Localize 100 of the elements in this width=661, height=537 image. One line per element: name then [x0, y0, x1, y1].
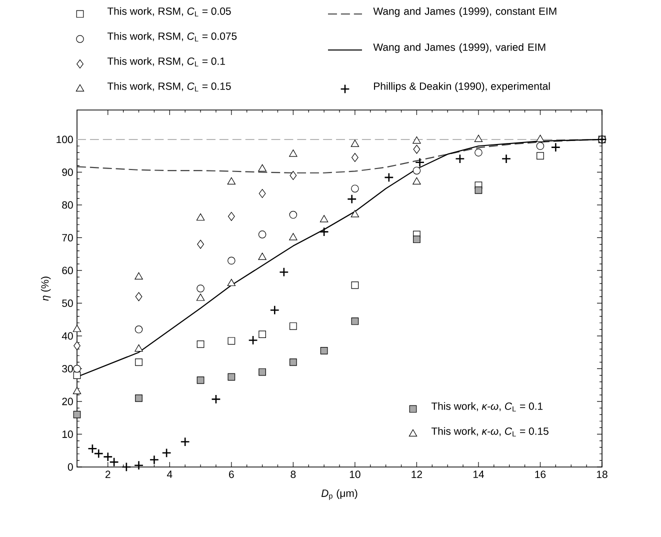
x-tick-label: 18 [596, 470, 608, 478]
point [74, 341, 80, 350]
point [135, 394, 142, 402]
point [474, 134, 483, 142]
y-axis-title: η (%) [40, 276, 51, 301]
y-tick-label: 10 [62, 430, 73, 438]
point [536, 152, 544, 160]
point [134, 326, 143, 334]
point [72, 386, 82, 394]
point [149, 454, 160, 465]
point [228, 212, 235, 221]
point [414, 158, 425, 168]
point [73, 372, 81, 379]
point [258, 189, 266, 198]
point [352, 152, 358, 162]
y-tick-label: 100 [56, 136, 73, 144]
y-tick-label: 50 [62, 300, 73, 307]
point [134, 460, 144, 470]
point [413, 144, 420, 154]
point [162, 448, 172, 458]
point [196, 213, 205, 221]
y-tick-label: 40 [62, 332, 73, 340]
x-tick-label: 14 [473, 470, 484, 478]
point [550, 142, 561, 152]
point [289, 210, 298, 219]
y-tick-label: 0 [68, 463, 73, 471]
point [258, 164, 266, 172]
point [196, 294, 205, 301]
point [320, 215, 328, 222]
point [73, 410, 81, 418]
x-tick-label: 2 [106, 470, 110, 478]
point [290, 358, 297, 366]
y-tick-label: 90 [62, 168, 73, 176]
legend-label: Phillips & Deakin (1990), experimental [374, 82, 550, 92]
point [135, 292, 142, 302]
point [319, 226, 329, 237]
point [413, 236, 420, 244]
point [279, 267, 289, 277]
point [73, 364, 81, 373]
point [196, 376, 204, 384]
legend-label: Wang and James (1999), constant EIM [373, 7, 556, 17]
legend-label: This work, RSM, C$_{L}$ = 0.15 [107, 82, 231, 92]
point [350, 140, 360, 147]
legend-label: This work, RSM, C$_{L}$ = 0.05 [107, 7, 231, 16]
point [270, 305, 280, 315]
point [180, 436, 190, 447]
point [350, 210, 360, 218]
point [501, 154, 512, 164]
point [474, 148, 482, 156]
point [289, 233, 298, 240]
point [228, 337, 236, 345]
point [72, 324, 82, 332]
point [134, 272, 143, 280]
legend-label: This work, κ-ω, C$_{L}$ = 0.1 [431, 402, 543, 412]
x-tick-label: 12 [412, 470, 422, 478]
y-tick-label: 80 [62, 201, 73, 209]
point [351, 318, 359, 325]
point [412, 166, 421, 174]
point [228, 256, 236, 265]
point [290, 171, 297, 180]
point [227, 177, 236, 185]
point [384, 172, 394, 182]
x-tick-label: 4 [166, 470, 172, 478]
point [351, 282, 359, 289]
point [258, 230, 266, 238]
point [196, 284, 204, 292]
point [258, 252, 266, 260]
x-tick-label: 10 [350, 470, 360, 478]
x-tick-label: 16 [535, 470, 546, 478]
point [135, 358, 142, 366]
y-tick-label: 30 [62, 365, 73, 372]
y-tick-label: 70 [62, 234, 73, 242]
point [197, 240, 204, 249]
point [351, 184, 359, 192]
legend-label: This work, RSM, C$_{L}$ = 0.075 [107, 32, 237, 42]
point [455, 154, 465, 164]
point [289, 150, 298, 157]
legend-label: This work, RSM, C$_{L}$ = 0.1 [107, 57, 225, 66]
point [134, 344, 143, 352]
point [211, 394, 221, 404]
point [474, 186, 482, 194]
y-tick-label: 20 [62, 398, 73, 406]
point [412, 136, 421, 144]
legend-label: Wang and James (1999), varied EIM [373, 43, 546, 53]
point [536, 134, 544, 142]
y-tick-label: 60 [62, 266, 73, 274]
point [258, 368, 266, 376]
point [347, 194, 357, 204]
x-tick-label: 6 [229, 470, 234, 478]
point [248, 335, 258, 346]
point [536, 142, 544, 150]
point [227, 278, 236, 286]
x-tick-label: 8 [290, 470, 296, 478]
x-axis-title: D$_{p}$ (μm) [321, 489, 358, 500]
point [290, 322, 297, 330]
point [320, 347, 328, 354]
point [228, 373, 236, 381]
point [196, 340, 204, 348]
point [412, 177, 421, 185]
point [258, 330, 266, 338]
